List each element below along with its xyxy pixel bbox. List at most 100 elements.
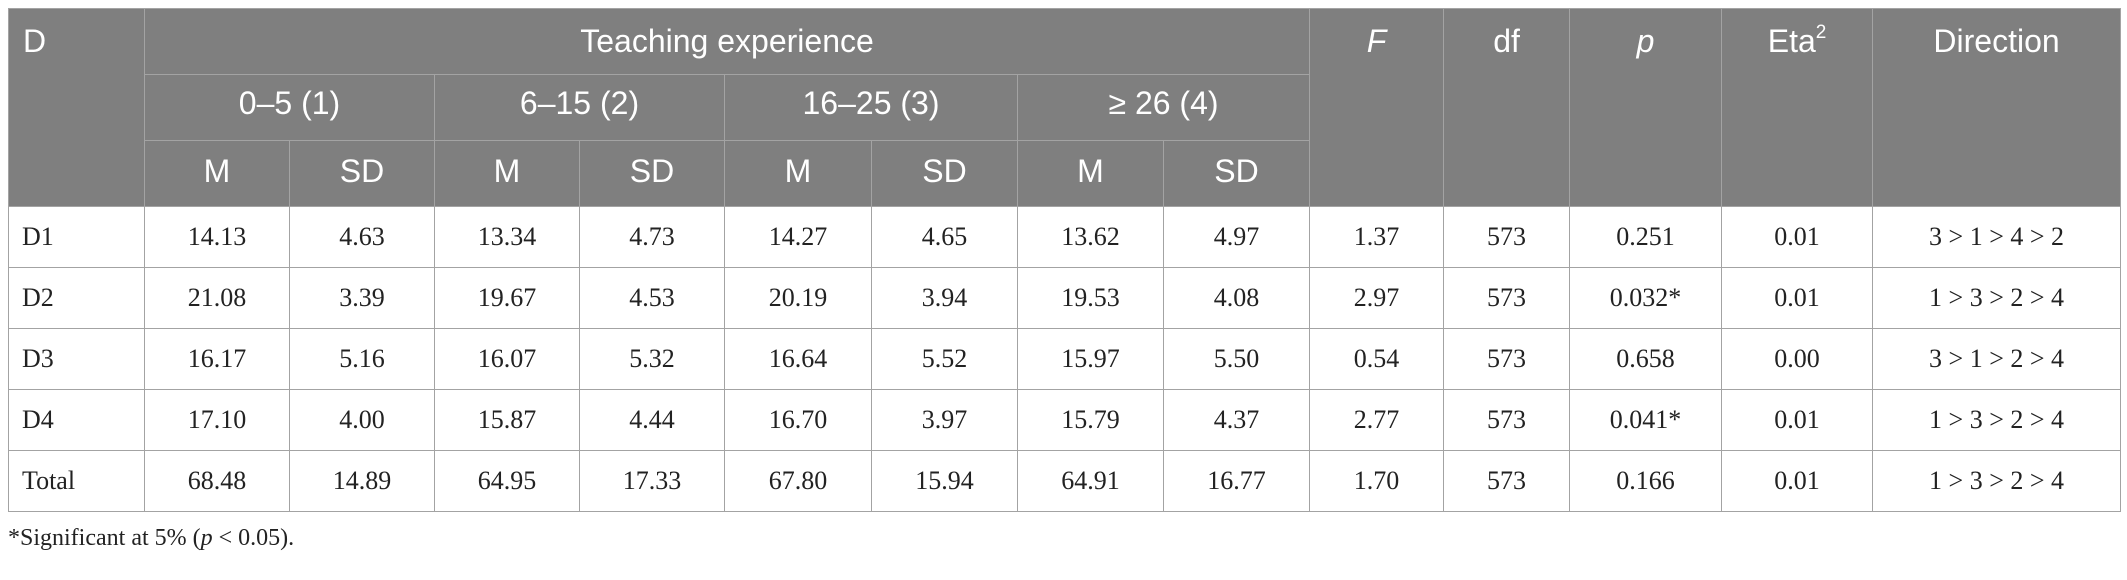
sd-cell: 5.16 [289, 328, 435, 390]
p-cell: 0.032* [1569, 267, 1723, 329]
row-label: D4 [8, 389, 145, 451]
eta-cell: 0.01 [1721, 450, 1874, 512]
mean-cell: 68.48 [144, 450, 290, 512]
f-cell: 2.77 [1309, 389, 1445, 451]
sd-cell: 5.50 [1162, 328, 1311, 390]
sd-cell: 3.94 [871, 267, 1018, 329]
experience-group-header: 16–25 (3) [724, 74, 1018, 141]
f-cell: 2.97 [1309, 267, 1445, 329]
mean-cell: 64.91 [1017, 450, 1164, 512]
eta-cell: 0.00 [1721, 328, 1874, 390]
sd-cell: 4.97 [1162, 206, 1311, 268]
group-header: Teaching experience [143, 8, 1311, 75]
eta-cell: 0.01 [1721, 389, 1874, 451]
mean-cell: 16.17 [144, 328, 290, 390]
footnote-p-symbol: p [200, 525, 213, 551]
sd-cell: 17.33 [579, 450, 725, 512]
sd-cell: 4.73 [579, 206, 725, 268]
sd-header: SD [289, 140, 435, 207]
table-row: D2 21.08 3.39 19.67 4.53 20.19 3.94 19.53 4.08 2.… [8, 267, 2122, 329]
row-label: Total [8, 450, 145, 512]
direction-cell: 3 > 1 > 2 > 4 [1872, 328, 2122, 390]
sd-cell: 14.89 [289, 450, 435, 512]
sd-cell: 3.39 [289, 267, 435, 329]
footnote-prefix: *Significant at 5% ( [8, 525, 201, 551]
sd-cell: 3.97 [871, 389, 1018, 451]
sd-header: SD [871, 140, 1018, 207]
mean-cell: 13.34 [434, 206, 580, 268]
f-cell: 1.70 [1309, 450, 1445, 512]
mean-cell: 14.13 [144, 206, 290, 268]
direction-cell: 1 > 3 > 2 > 4 [1872, 267, 2122, 329]
table-row: D3 16.17 5.16 16.07 5.32 16.64 5.52 15.97 5.50 0.… [8, 328, 2122, 390]
table-body: D1 14.13 4.63 13.34 4.73 14.27 4.65 13.62 4.97 1.… [8, 206, 2122, 512]
p-cell: 0.658 [1569, 328, 1723, 390]
experience-group-header: 6–15 (2) [434, 74, 725, 141]
corner-header: D [8, 8, 145, 207]
mean-cell: 16.07 [434, 328, 580, 390]
eta-superscript: 2 [1815, 22, 1827, 43]
experience-group-header: 0–5 (1) [144, 74, 435, 141]
mean-header: M [1017, 140, 1164, 207]
sd-cell: 4.63 [289, 206, 435, 268]
mean-header: M [144, 140, 290, 207]
direction-cell: 1 > 3 > 2 > 4 [1872, 389, 2122, 451]
f-symbol: F [1366, 23, 1387, 59]
mean-cell: 15.97 [1017, 328, 1164, 390]
sd-cell: 4.08 [1162, 267, 1311, 329]
df-cell: 573 [1443, 450, 1571, 512]
footnote-suffix: < 0.05). [212, 525, 295, 551]
p-cell: 0.251 [1569, 206, 1723, 268]
sd-cell: 4.44 [579, 389, 725, 451]
sd-cell: 5.52 [871, 328, 1018, 390]
df-header: df [1443, 8, 1571, 207]
mean-cell: 20.19 [724, 267, 872, 329]
experience-group-header: ≥ 26 (4) [1016, 74, 1311, 141]
p-cell: 0.166 [1569, 450, 1723, 512]
mean-cell: 67.80 [724, 450, 872, 512]
table-row: D4 17.10 4.00 15.87 4.44 16.70 3.97 15.79 4.37 2.… [8, 389, 2122, 451]
df-cell: 573 [1443, 206, 1571, 268]
eta-cell: 0.01 [1721, 206, 1874, 268]
row-label: D3 [8, 328, 145, 390]
p-header: p [1569, 8, 1723, 207]
table-row: D1 14.13 4.63 13.34 4.73 14.27 4.65 13.62 4.97 1.… [8, 206, 2122, 268]
mean-cell: 19.53 [1017, 267, 1164, 329]
mean-cell: 14.27 [724, 206, 872, 268]
sd-cell: 5.32 [579, 328, 725, 390]
df-cell: 573 [1443, 267, 1571, 329]
sd-cell: 15.94 [871, 450, 1018, 512]
df-cell: 573 [1443, 389, 1571, 451]
statistics-table: D Teaching experience F df p Eta2 Direct… [8, 8, 2122, 512]
mean-header: M [434, 140, 580, 207]
direction-header: Direction [1872, 8, 2122, 207]
table-row: Total 68.48 14.89 64.95 17.33 67.80 15.94 64.91… [8, 450, 2122, 512]
mean-cell: 64.95 [434, 450, 580, 512]
mean-cell: 15.87 [434, 389, 580, 451]
eta-label: Eta [1767, 23, 1816, 59]
f-header: F [1309, 8, 1445, 207]
sd-cell: 4.53 [579, 267, 725, 329]
p-cell: 0.041* [1569, 389, 1723, 451]
p-symbol: p [1636, 23, 1655, 59]
row-label: D2 [8, 267, 145, 329]
sd-cell: 16.77 [1162, 450, 1311, 512]
direction-cell: 1 > 3 > 2 > 4 [1872, 450, 2122, 512]
row-label: D1 [8, 206, 145, 268]
sd-cell: 4.00 [289, 389, 435, 451]
mean-header: M [724, 140, 872, 207]
page: D Teaching experience F df p Eta2 Direct… [8, 8, 2127, 552]
mean-cell: 21.08 [144, 267, 290, 329]
mean-cell: 16.64 [724, 328, 872, 390]
mean-cell: 19.67 [434, 267, 580, 329]
eta-cell: 0.01 [1721, 267, 1874, 329]
mean-cell: 13.62 [1017, 206, 1164, 268]
sd-header: SD [579, 140, 725, 207]
f-cell: 0.54 [1309, 328, 1445, 390]
sd-header: SD [1162, 140, 1311, 207]
direction-cell: 3 > 1 > 4 > 2 [1872, 206, 2122, 268]
footnote: *Significant at 5% (p < 0.05). [8, 525, 2127, 552]
sd-cell: 4.37 [1162, 389, 1311, 451]
mean-cell: 16.70 [724, 389, 872, 451]
mean-cell: 15.79 [1017, 389, 1164, 451]
